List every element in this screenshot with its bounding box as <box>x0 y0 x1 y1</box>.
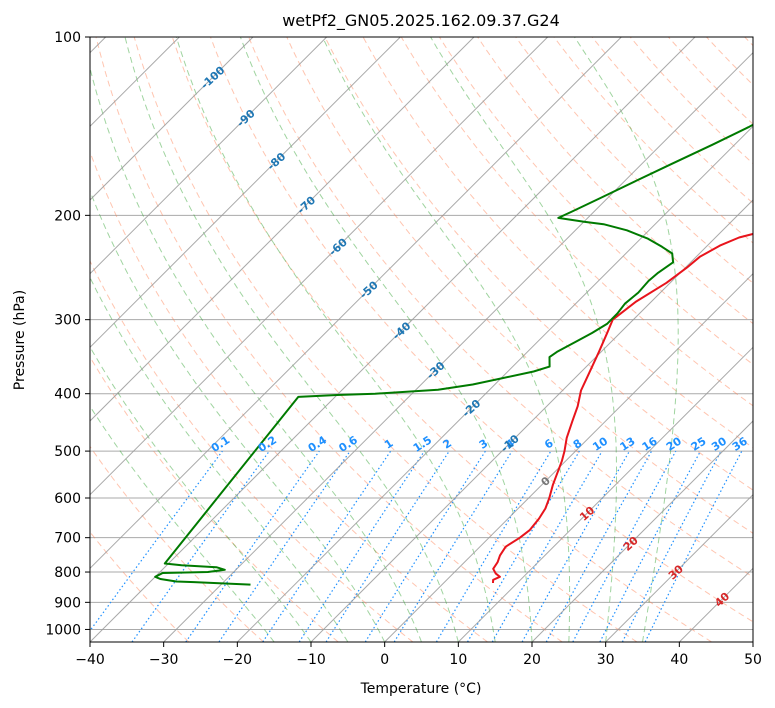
dry-adiabat <box>95 37 563 642</box>
moist-adiabat <box>574 37 679 642</box>
mixing-ratio-line <box>90 450 223 632</box>
dry-adiabat <box>286 37 753 534</box>
moist-adiabat <box>90 65 422 642</box>
isotherm <box>531 420 753 642</box>
y-tick-label: 600 <box>54 491 81 507</box>
y-tick-label: 100 <box>54 30 81 46</box>
moist-adiabat <box>124 37 459 642</box>
x-tick-label: −20 <box>223 652 253 668</box>
dry-adiabat <box>133 37 638 642</box>
y-axis-label: Pressure (hPa) <box>12 290 28 390</box>
x-axis-label: Temperature (°C) <box>360 681 482 697</box>
sounding-series <box>154 123 753 586</box>
x-tick-label: 50 <box>744 652 762 668</box>
isotherm <box>90 37 401 349</box>
isotherm <box>90 37 254 201</box>
isotherm <box>457 346 753 642</box>
moist-adiabat <box>90 189 386 642</box>
x-tick-label: −10 <box>296 652 326 668</box>
x-tick-label: 40 <box>670 652 688 668</box>
mixing-ratio-line <box>393 450 513 642</box>
mixing-ratio-line <box>185 450 320 642</box>
mixing-ratio-lines <box>90 450 743 642</box>
y-tick-label: 500 <box>54 444 81 460</box>
x-axis-ticks: −40 −30 −20 −10 0 10 20 30 40 50 <box>75 642 762 668</box>
moist-adiabat <box>175 37 496 642</box>
mixing-ratio-line <box>218 450 351 642</box>
mixing-ratio-line <box>572 450 677 642</box>
dewpoint-profile <box>154 123 753 586</box>
dry-adiabat <box>90 259 414 642</box>
mixing-ratio-line <box>545 450 653 642</box>
isotherm <box>163 51 753 642</box>
isotherm <box>605 493 753 642</box>
plot-frame <box>89 36 754 643</box>
dry-adiabat <box>515 37 753 284</box>
temperature-profile <box>492 232 753 584</box>
moist-adiabat <box>90 405 275 642</box>
dry-adiabat <box>248 37 753 578</box>
isotherm <box>236 125 753 642</box>
x-tick-label: 30 <box>597 652 615 668</box>
mixing-ratio-line <box>131 450 270 642</box>
moist-adiabat <box>90 276 349 642</box>
mixing-ratio-line <box>521 450 631 642</box>
mixing-ratio-line <box>298 450 425 642</box>
dry-adiabats <box>90 37 753 642</box>
y-tick-label: 200 <box>54 208 81 224</box>
dry-adiabat <box>171 37 712 642</box>
x-tick-label: 20 <box>523 652 541 668</box>
isotherm <box>310 199 753 642</box>
y-tick-label: 1000 <box>45 622 81 638</box>
x-tick-label: 0 <box>380 652 389 668</box>
moist-adiabat <box>239 37 533 642</box>
dry-adiabat <box>90 445 264 642</box>
moist-adiabat <box>430 37 617 642</box>
mixing-ratio-line <box>325 450 450 642</box>
isotherm <box>90 37 328 275</box>
x-tick-label: −40 <box>75 652 105 668</box>
x-tick-label: 10 <box>449 652 467 668</box>
isotherm <box>384 272 753 642</box>
isotherms <box>90 37 753 642</box>
plot-area <box>90 37 753 642</box>
moist-adiabat <box>322 37 571 642</box>
y-axis-ticks: 100 200 300 400 500 600 700 800 900 1000 <box>45 30 90 638</box>
dry-adiabat <box>324 37 753 491</box>
x-tick-label: −30 <box>149 652 179 668</box>
isotherm <box>90 37 549 496</box>
mixing-ratio-line <box>262 450 392 642</box>
isotherm <box>90 37 696 642</box>
dry-adiabat <box>210 37 753 623</box>
mixing-ratio-line <box>644 450 743 642</box>
y-tick-label: 700 <box>54 531 81 547</box>
y-tick-label: 900 <box>54 595 81 611</box>
y-tick-label: 300 <box>54 313 81 329</box>
y-tick-label: 400 <box>54 387 81 403</box>
chart-title: wetPf2_GN05.2025.162.09.37.G24 <box>282 11 560 31</box>
dry-adiabat <box>90 356 339 642</box>
y-tick-label: 800 <box>54 565 81 581</box>
isotherm <box>90 37 475 422</box>
isotherm <box>90 37 622 570</box>
